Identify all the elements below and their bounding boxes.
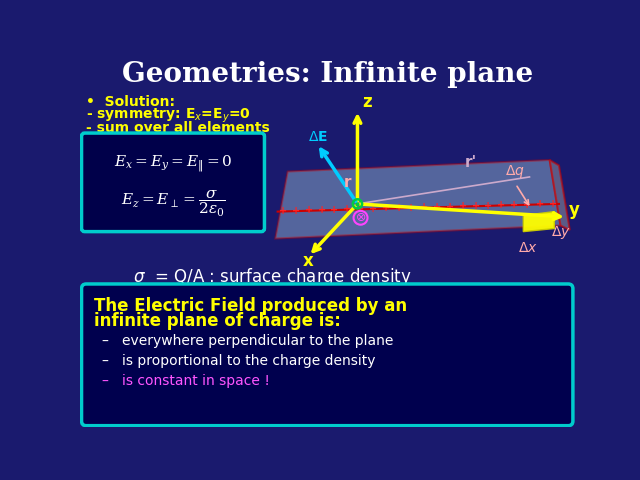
Text: $\Delta$E: $\Delta$E — [308, 130, 328, 144]
Text: +: + — [330, 204, 339, 215]
Text: z: z — [362, 93, 372, 111]
Text: –   is proportional to the charge density: – is proportional to the charge density — [102, 354, 375, 368]
Polygon shape — [550, 160, 570, 230]
Text: –   everywhere perpendicular to the plane: – everywhere perpendicular to the plane — [102, 334, 393, 348]
Text: +: + — [356, 204, 364, 214]
Text: - sum over all elements: - sum over all elements — [86, 121, 270, 135]
Text: +: + — [446, 202, 454, 212]
Text: +: + — [343, 204, 351, 214]
FancyBboxPatch shape — [81, 133, 264, 232]
Text: +: + — [317, 205, 326, 215]
Text: +: + — [420, 202, 428, 212]
Text: - symmetry: E$_x$=E$_y$=0: - symmetry: E$_x$=E$_y$=0 — [86, 107, 251, 125]
Polygon shape — [275, 160, 561, 239]
Text: +: + — [472, 201, 480, 211]
FancyBboxPatch shape — [81, 284, 573, 426]
Text: +: + — [395, 203, 403, 213]
Text: +: + — [381, 203, 390, 213]
Text: infinite plane of charge is:: infinite plane of charge is: — [94, 312, 341, 330]
Text: +: + — [279, 206, 287, 216]
Text: +: + — [292, 205, 300, 216]
Text: $E_z = E_{\perp} = \dfrac{\sigma}{2\epsilon_0}$: $E_z = E_{\perp} = \dfrac{\sigma}{2\epsi… — [121, 189, 225, 219]
Text: $\Delta y$: $\Delta y$ — [551, 224, 571, 241]
Text: $E_x = E_y = E_{\|} = 0$: $E_x = E_y = E_{\|} = 0$ — [114, 153, 232, 175]
Text: $\Delta q$: $\Delta q$ — [505, 163, 524, 180]
Text: +: + — [548, 199, 557, 209]
Text: $\otimes$: $\otimes$ — [355, 211, 366, 224]
Text: x: x — [303, 252, 314, 269]
Text: $\Delta x$: $\Delta x$ — [518, 240, 538, 254]
Text: $\sigma$  = Q/A : surface charge density: $\sigma$ = Q/A : surface charge density — [133, 266, 412, 288]
Text: +: + — [523, 200, 531, 210]
Text: y: y — [569, 202, 580, 219]
Text: +: + — [484, 201, 493, 211]
Polygon shape — [524, 212, 554, 232]
Text: •  Solution:: • Solution: — [86, 95, 175, 109]
Text: +: + — [408, 203, 415, 213]
Text: The Electric Field produced by an: The Electric Field produced by an — [94, 297, 407, 314]
Text: +: + — [459, 201, 467, 211]
Text: r: r — [344, 175, 351, 190]
Text: r': r' — [465, 155, 477, 170]
Text: –   is constant in space !: – is constant in space ! — [102, 374, 269, 388]
Text: Geometries: Infinite plane: Geometries: Infinite plane — [122, 61, 534, 88]
Text: +: + — [369, 204, 377, 214]
Text: +: + — [536, 199, 544, 209]
Text: +: + — [305, 205, 313, 215]
Text: +: + — [510, 200, 518, 210]
Text: +: + — [497, 200, 506, 210]
Text: +: + — [433, 202, 441, 212]
